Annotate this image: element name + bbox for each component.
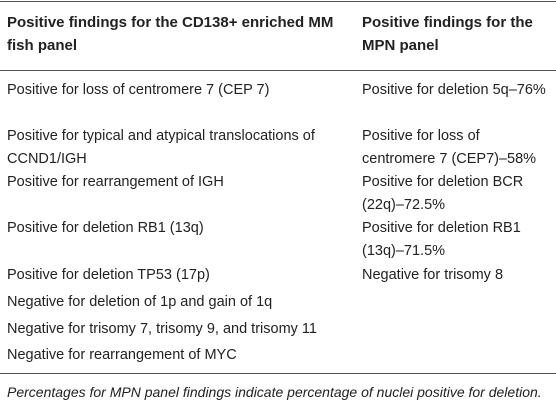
mm-finding-2: Positive for typical and atypical transl… <box>7 128 315 167</box>
header-mm-fish-panel: Positive findings for the CD138+ enriche… <box>7 14 334 54</box>
header-rule <box>0 70 556 71</box>
mm-finding-5: Positive for deletion TP53 (17p) <box>7 267 210 283</box>
mm-finding-1: Positive for loss of centromere 7 (CEP 7… <box>7 82 270 98</box>
header-mpn-panel: Positive findings for the MPN panel <box>362 14 533 54</box>
mm-finding-8: Negative for rearrangement of MYC <box>7 347 237 363</box>
mm-finding-7: Negative for trisomy 7, trisomy 9, and t… <box>7 321 317 337</box>
mpn-finding-3: Positive for deletion BCR (22q)–72.5% <box>362 174 524 213</box>
table-top-rule <box>0 1 556 2</box>
table-footnote: Percentages for MPN panel findings indic… <box>7 384 542 400</box>
mpn-finding-5: Negative for trisomy 8 <box>362 267 504 283</box>
mm-finding-3: Positive for rearrangement of IGH <box>7 174 224 190</box>
mm-finding-4: Positive for deletion RB1 (13q) <box>7 220 204 236</box>
mpn-finding-2: Positive for loss of centromere 7 (CEP7)… <box>362 128 537 167</box>
mpn-finding-1: Positive for deletion 5q–76% <box>362 82 546 98</box>
mm-finding-6: Negative for deletion of 1p and gain of … <box>7 294 273 310</box>
mpn-finding-4: Positive for deletion RB1 (13q)–71.5% <box>362 220 521 259</box>
table-bottom-rule <box>0 373 556 374</box>
